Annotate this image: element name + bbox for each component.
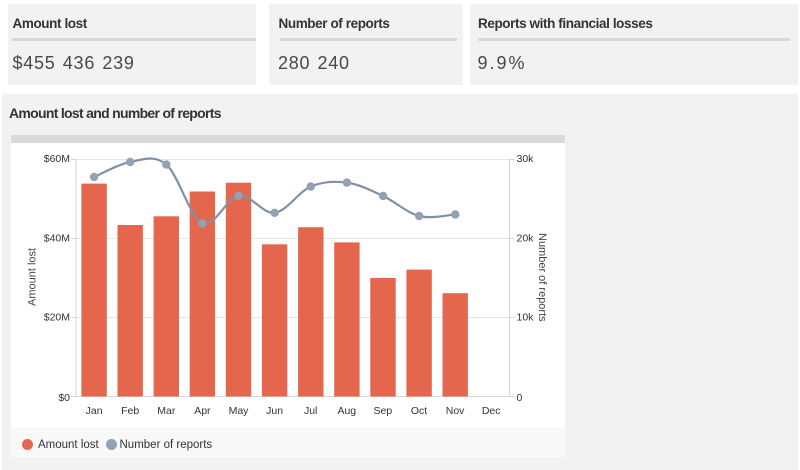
- svg-text:Dec: Dec: [482, 405, 501, 417]
- svg-text:May: May: [229, 405, 250, 417]
- svg-text:Aug: Aug: [337, 405, 356, 417]
- svg-text:Nov: Nov: [446, 405, 465, 417]
- svg-text:Oct: Oct: [411, 405, 427, 417]
- svg-text:$20M: $20M: [44, 312, 70, 324]
- svg-text:$40M: $40M: [44, 233, 70, 245]
- svg-text:10k: 10k: [517, 312, 535, 324]
- svg-text:$0: $0: [58, 392, 70, 404]
- svg-text:Mar: Mar: [157, 405, 176, 417]
- svg-text:Sep: Sep: [374, 405, 393, 417]
- svg-text:30k: 30k: [517, 153, 535, 165]
- svg-text:Feb: Feb: [121, 405, 139, 417]
- svg-text:Number of reports: Number of reports: [536, 233, 548, 322]
- svg-text:0: 0: [517, 392, 523, 404]
- svg-text:20k: 20k: [517, 233, 535, 245]
- svg-text:Jun: Jun: [266, 405, 283, 417]
- svg-text:Jul: Jul: [304, 405, 317, 417]
- svg-text:$60M: $60M: [44, 153, 70, 165]
- svg-text:Amount lost: Amount lost: [27, 248, 39, 306]
- svg-text:Apr: Apr: [194, 405, 211, 417]
- svg-text:Jan: Jan: [86, 405, 103, 417]
